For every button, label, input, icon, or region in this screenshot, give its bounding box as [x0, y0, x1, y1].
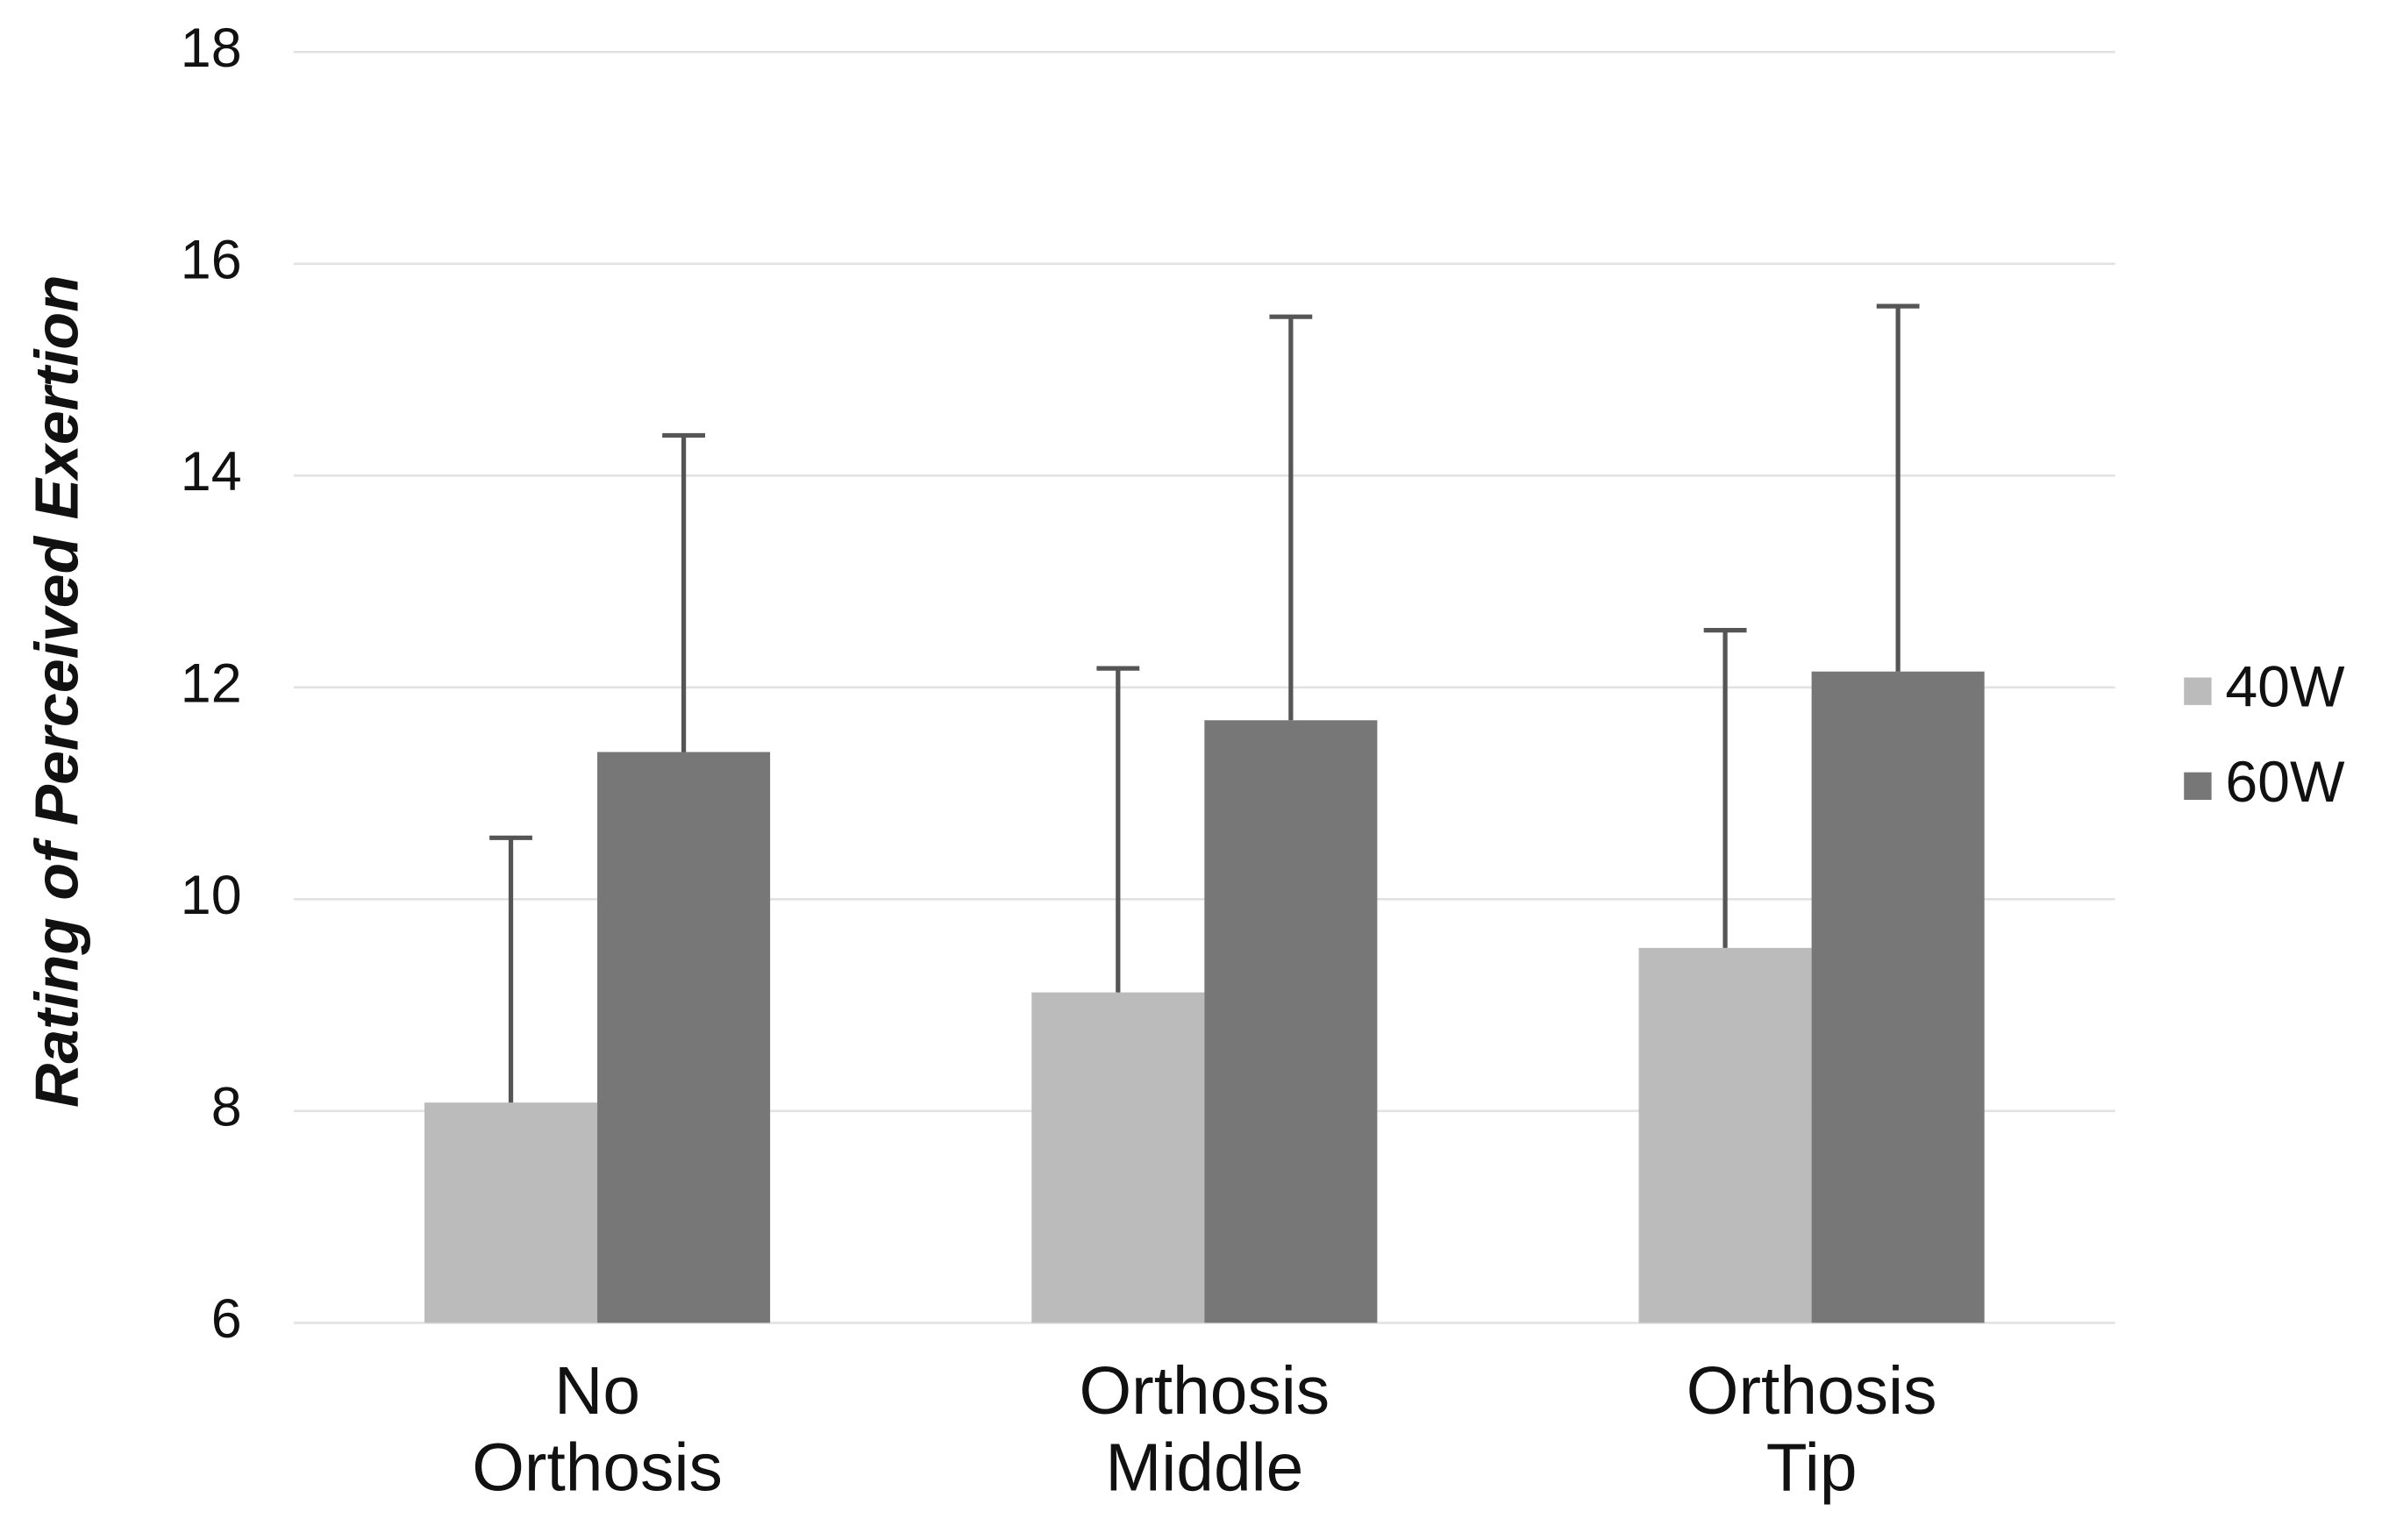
y-tick-label: 16: [181, 229, 242, 290]
error-bar: [1876, 303, 1920, 672]
error-bar: [489, 835, 532, 1103]
y-tick-label: 14: [181, 441, 242, 503]
y-tick-label: 8: [211, 1076, 242, 1137]
y-axis-title: Rating of Perceived Exertion: [22, 274, 90, 1108]
bar: [1811, 671, 1985, 1323]
legend-label: 60W: [2225, 750, 2345, 815]
bar: [597, 752, 771, 1323]
error-bar: [1269, 314, 1313, 721]
x-tick-label: Orthosis Tip: [1687, 1354, 1937, 1505]
y-tick-label: 12: [181, 652, 242, 714]
bar: [1638, 947, 1812, 1323]
legend-swatch: [2184, 772, 2212, 801]
error-bar: [1096, 666, 1140, 993]
bar: [1031, 992, 1205, 1323]
x-tick-label: No Orthosis: [472, 1354, 723, 1505]
y-tick-label: 10: [181, 865, 242, 926]
y-tick-label: 6: [211, 1288, 242, 1350]
bar: [424, 1102, 598, 1323]
bar: [1204, 720, 1378, 1323]
legend-swatch: [2184, 677, 2212, 705]
x-tick-label: Orthosis Middle: [1080, 1354, 1330, 1505]
legend-label: 40W: [2225, 655, 2345, 720]
error-bar: [662, 432, 705, 752]
error-bar: [1703, 628, 1747, 948]
y-tick-label: 18: [181, 18, 242, 79]
